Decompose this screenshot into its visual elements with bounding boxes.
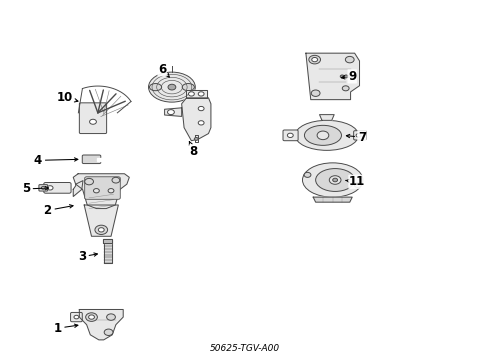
Text: 3: 3 bbox=[78, 250, 98, 263]
Circle shape bbox=[74, 315, 79, 319]
Polygon shape bbox=[79, 310, 123, 340]
Ellipse shape bbox=[302, 163, 363, 197]
Ellipse shape bbox=[149, 84, 162, 91]
Circle shape bbox=[309, 55, 320, 64]
Text: 6: 6 bbox=[158, 63, 169, 77]
Polygon shape bbox=[182, 98, 211, 141]
Polygon shape bbox=[104, 243, 112, 263]
Text: 5: 5 bbox=[22, 183, 49, 195]
Circle shape bbox=[340, 75, 344, 78]
Circle shape bbox=[107, 314, 116, 320]
FancyBboxPatch shape bbox=[71, 312, 82, 322]
Circle shape bbox=[333, 178, 338, 182]
Circle shape bbox=[195, 138, 198, 140]
Circle shape bbox=[89, 315, 95, 319]
Circle shape bbox=[112, 177, 120, 183]
Circle shape bbox=[104, 329, 113, 336]
Circle shape bbox=[344, 75, 348, 78]
Circle shape bbox=[288, 133, 293, 138]
Text: 4: 4 bbox=[34, 154, 78, 167]
Ellipse shape bbox=[148, 72, 196, 102]
Circle shape bbox=[108, 189, 114, 193]
FancyBboxPatch shape bbox=[85, 177, 120, 199]
Circle shape bbox=[354, 183, 361, 188]
Polygon shape bbox=[165, 108, 182, 116]
Text: 11: 11 bbox=[345, 175, 365, 188]
Circle shape bbox=[198, 107, 204, 111]
Circle shape bbox=[95, 225, 108, 234]
Text: 1: 1 bbox=[53, 322, 78, 335]
Polygon shape bbox=[84, 205, 118, 236]
Polygon shape bbox=[319, 114, 334, 120]
Polygon shape bbox=[103, 239, 113, 243]
Text: 50625-TGV-A00: 50625-TGV-A00 bbox=[210, 344, 280, 353]
Circle shape bbox=[317, 131, 329, 140]
Text: 7: 7 bbox=[346, 131, 366, 144]
Circle shape bbox=[98, 228, 104, 232]
Circle shape bbox=[189, 92, 195, 96]
Ellipse shape bbox=[182, 84, 195, 91]
Circle shape bbox=[86, 313, 98, 321]
FancyBboxPatch shape bbox=[79, 103, 107, 134]
Circle shape bbox=[356, 134, 361, 137]
Polygon shape bbox=[73, 181, 83, 197]
FancyBboxPatch shape bbox=[283, 130, 298, 141]
Circle shape bbox=[47, 186, 53, 190]
FancyBboxPatch shape bbox=[44, 183, 71, 193]
Text: 8: 8 bbox=[189, 141, 198, 158]
Circle shape bbox=[198, 121, 204, 125]
Ellipse shape bbox=[304, 125, 342, 145]
Circle shape bbox=[329, 176, 341, 184]
Circle shape bbox=[168, 84, 176, 90]
Circle shape bbox=[94, 189, 99, 193]
Circle shape bbox=[168, 110, 174, 114]
Circle shape bbox=[348, 75, 352, 78]
Polygon shape bbox=[97, 158, 104, 161]
Text: 9: 9 bbox=[342, 70, 356, 83]
Text: 2: 2 bbox=[44, 204, 73, 217]
Circle shape bbox=[90, 119, 97, 124]
Polygon shape bbox=[313, 197, 352, 202]
Circle shape bbox=[343, 86, 349, 91]
Circle shape bbox=[311, 90, 320, 96]
Polygon shape bbox=[186, 90, 207, 98]
Circle shape bbox=[198, 92, 204, 96]
Circle shape bbox=[345, 57, 354, 63]
Ellipse shape bbox=[295, 120, 359, 150]
Circle shape bbox=[85, 179, 94, 185]
FancyBboxPatch shape bbox=[354, 131, 367, 140]
Circle shape bbox=[304, 172, 311, 177]
Polygon shape bbox=[306, 53, 360, 100]
Polygon shape bbox=[73, 174, 129, 208]
Text: 10: 10 bbox=[57, 91, 78, 104]
FancyBboxPatch shape bbox=[39, 185, 48, 191]
Circle shape bbox=[312, 58, 318, 62]
Ellipse shape bbox=[316, 168, 355, 192]
FancyBboxPatch shape bbox=[82, 155, 101, 163]
Circle shape bbox=[41, 186, 45, 189]
